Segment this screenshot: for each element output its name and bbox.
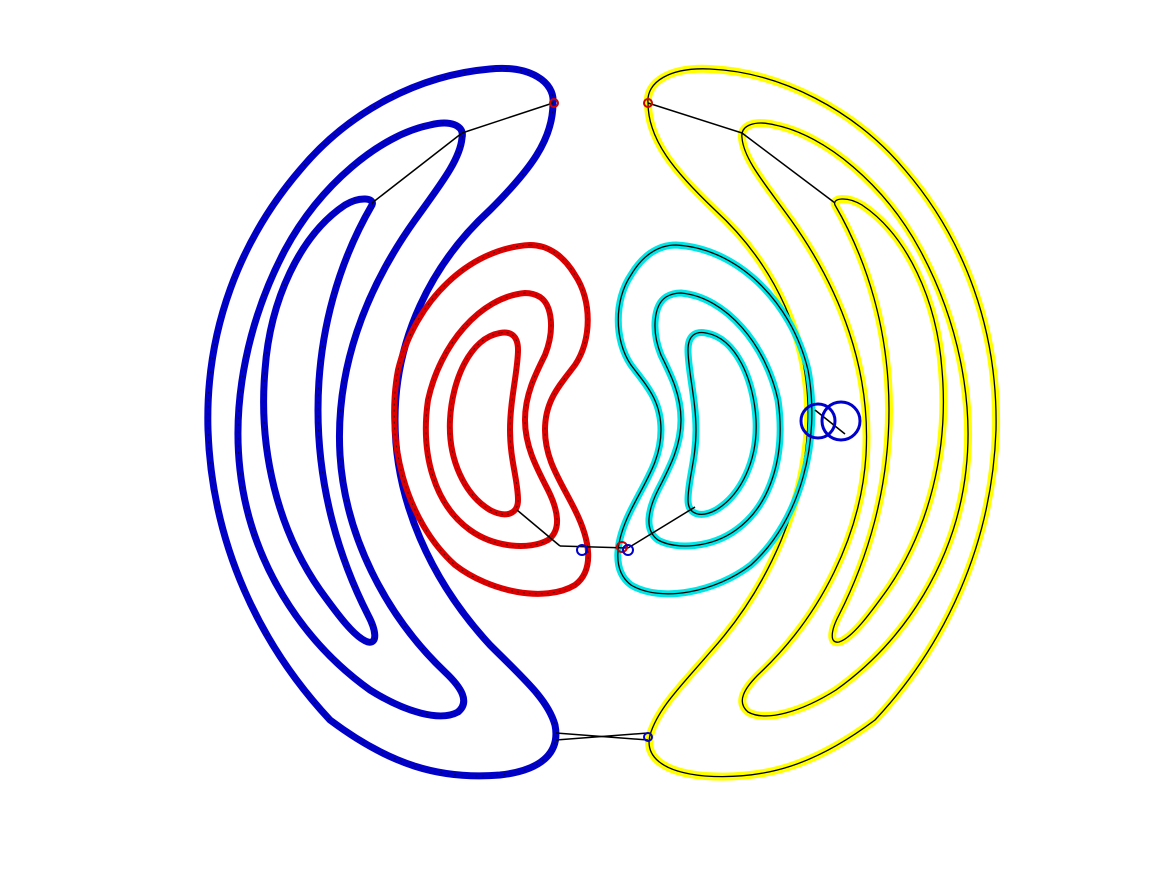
marker-center-blue-left xyxy=(576,544,588,556)
red-inner-ring xyxy=(446,329,521,518)
marker-center-red xyxy=(616,541,628,553)
connector-top-right-1 xyxy=(647,102,743,134)
connector-bottom-b xyxy=(555,732,649,741)
marker-right-circle-2 xyxy=(820,400,862,442)
yellow-arcs-group xyxy=(643,64,1001,781)
markers xyxy=(549,98,862,742)
marker-top-right-red xyxy=(643,98,653,108)
connector-top-right-2 xyxy=(741,132,836,204)
connector-top-left-2 xyxy=(371,132,463,204)
marker-bottom-blue xyxy=(643,732,653,742)
blue-middle-arc xyxy=(234,119,468,720)
cyan-rings-group xyxy=(614,241,816,598)
red-middle-ring xyxy=(422,290,560,549)
red-rings-group xyxy=(391,242,592,597)
blue-outer-arc xyxy=(204,64,560,780)
connector-right-cross xyxy=(814,409,846,435)
connector-top-left-1 xyxy=(461,102,554,134)
connector-center-cyan xyxy=(627,506,696,549)
connector-center-red xyxy=(516,509,561,547)
marker-center-blue-right xyxy=(622,544,634,556)
marker-right-circle-1 xyxy=(799,402,837,440)
connector-lines xyxy=(371,102,846,741)
cyan-inner-ring xyxy=(684,329,760,518)
marker-top-left-red xyxy=(549,98,559,108)
blue-arcs-group xyxy=(204,64,560,780)
